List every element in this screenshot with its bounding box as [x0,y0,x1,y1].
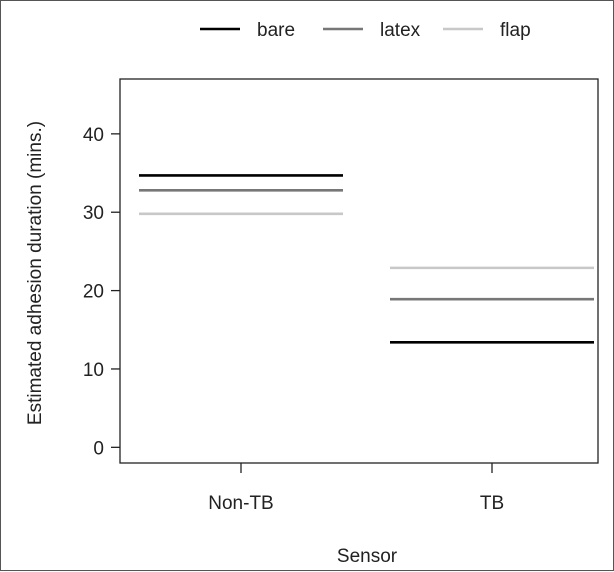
y-tick-label: 30 [83,203,104,224]
legend-label-bare: bare [257,20,295,41]
y-tick-label: 40 [83,125,104,146]
y-tick-label: 0 [93,438,104,459]
series-lines [139,174,594,344]
y-axis-label: Estimated adhesion duration (mins.) [25,121,46,425]
y-tick-label: 10 [83,360,104,381]
legend-label-flap: flap [500,20,531,41]
x-tick-label: TB [480,493,504,514]
y-tick-label: 20 [83,282,104,303]
legend: bare latex flap [200,20,531,41]
x-axis: Non-TB TB [208,463,504,514]
y-axis: 0 10 20 30 40 [83,125,120,459]
x-axis-label: Sensor [337,546,398,567]
plot-area [119,78,599,464]
legend-label-latex: latex [380,20,421,41]
x-tick-label: Non-TB [208,493,273,514]
